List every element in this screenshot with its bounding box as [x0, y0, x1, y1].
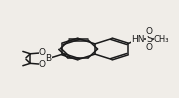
Text: CH₃: CH₃	[154, 35, 169, 44]
Text: S: S	[146, 34, 152, 44]
Text: B: B	[45, 54, 52, 63]
Text: HN: HN	[131, 35, 144, 44]
Text: O: O	[39, 48, 46, 57]
Text: O: O	[39, 60, 46, 69]
Text: O: O	[146, 27, 153, 36]
Text: O: O	[146, 43, 153, 52]
